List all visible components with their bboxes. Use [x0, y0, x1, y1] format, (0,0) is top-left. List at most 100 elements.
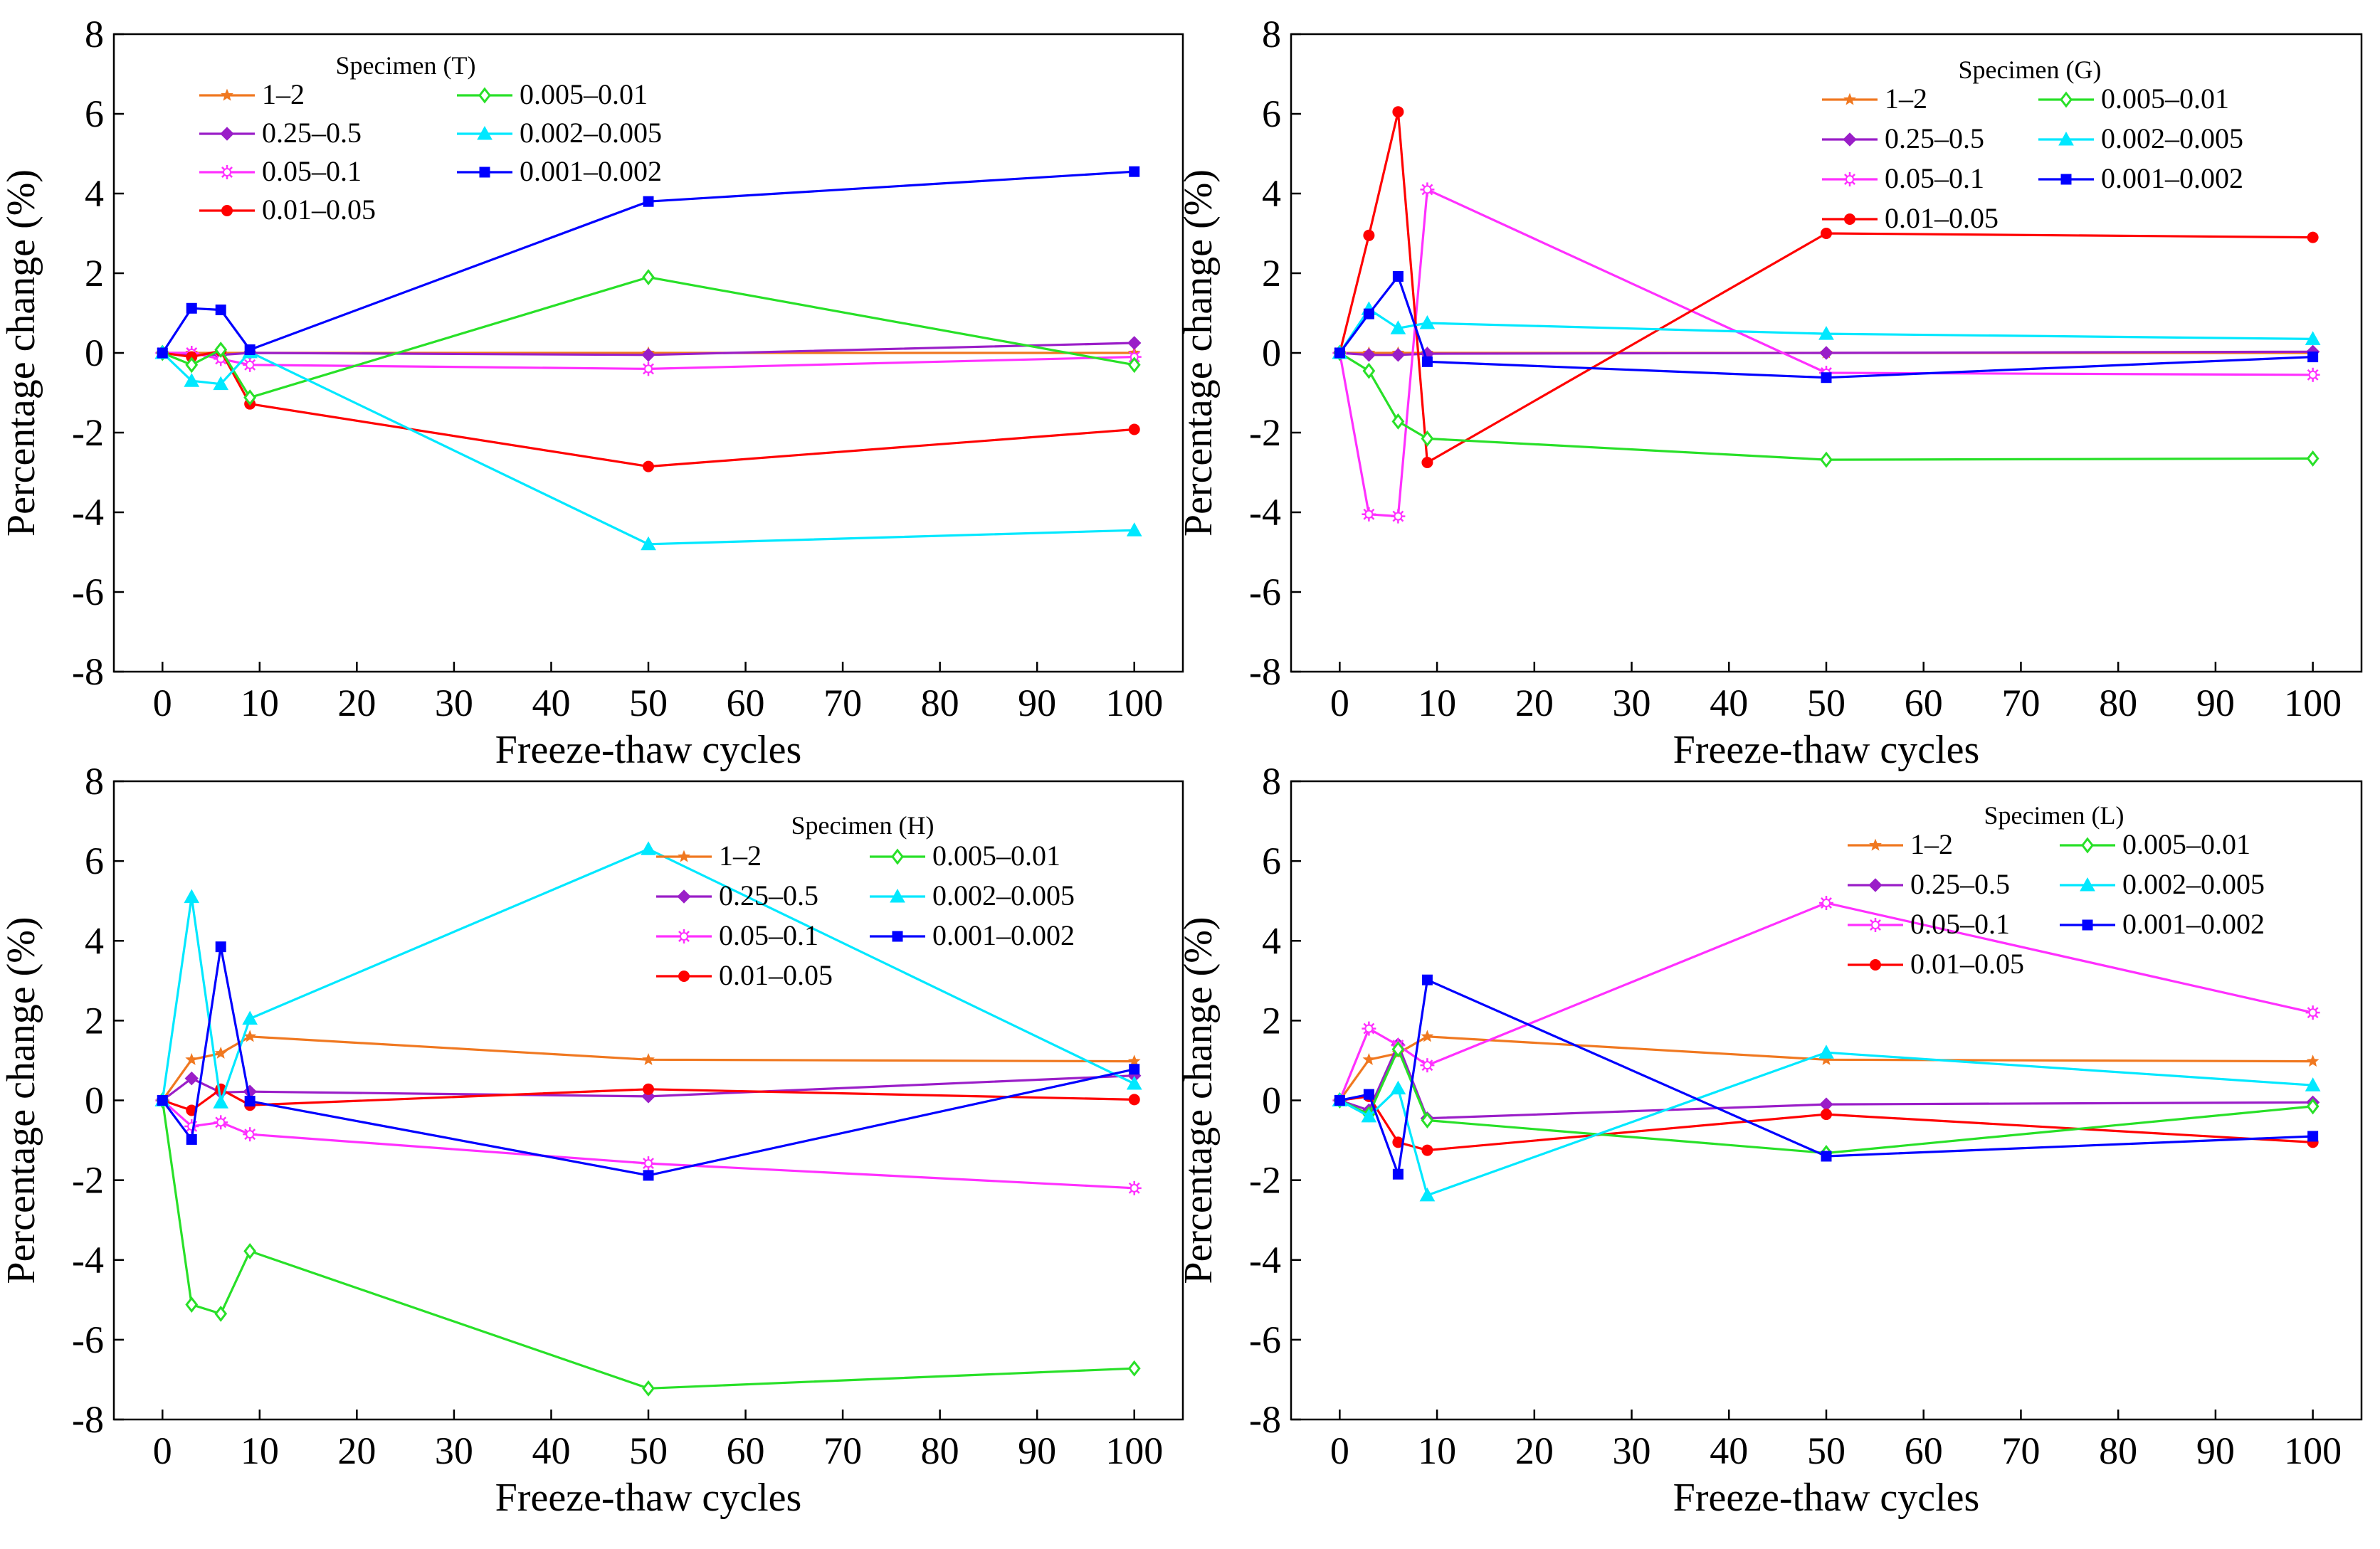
y-tick-label: 0 — [85, 332, 104, 374]
legend-marker-0.005–0.01 — [478, 87, 491, 104]
legend-marker-1–2 — [1843, 92, 1856, 105]
legend-label: 0.001–0.002 — [520, 155, 662, 187]
data-point-0.002–0.005 — [242, 1010, 258, 1025]
data-point-1–2 — [642, 1052, 655, 1065]
legend-label: 0.01–0.05 — [1910, 948, 2024, 980]
x-tick-label: 40 — [1710, 682, 1748, 724]
data-point-0.002–0.005 — [1419, 314, 1436, 329]
y-tick-label: -4 — [72, 491, 104, 534]
data-point-0.001–0.002 — [244, 344, 256, 356]
y-tick-label: 2 — [1262, 252, 1281, 295]
legend-label: 0.25–0.5 — [1885, 122, 1984, 154]
y-tick-label: -8 — [72, 1398, 104, 1441]
data-point-0.002–0.005 — [1361, 1108, 1377, 1123]
y-tick-label: 0 — [1262, 332, 1281, 374]
legend-marker-1–2 — [1869, 838, 1882, 851]
x-tick-label: 10 — [241, 682, 279, 724]
x-tick-label: 90 — [2196, 1429, 2235, 1472]
data-point-0.001–0.002 — [1363, 308, 1374, 319]
y-tick-label: 6 — [1262, 840, 1281, 882]
data-point-0.001–0.002 — [1363, 1089, 1374, 1100]
series-line-0.01–0.05 — [1338, 110, 2313, 464]
legend-label: 0.05–0.1 — [719, 919, 818, 951]
legend-label: 1–2 — [719, 840, 762, 872]
data-point-0.002–0.005 — [184, 889, 200, 904]
y-tick-label: 2 — [1262, 999, 1281, 1042]
data-point-0.01–0.05 — [1128, 423, 1140, 435]
data-point-0.05–0.1 — [1391, 509, 1406, 524]
x-tick-label: 60 — [727, 1429, 765, 1472]
y-tick-label: 4 — [1262, 919, 1281, 962]
y-tick-label: 8 — [85, 760, 104, 803]
data-point-0.001–0.002 — [643, 1170, 654, 1181]
data-point-0.05–0.1 — [641, 361, 655, 376]
legend-label: 0.005–0.01 — [2122, 828, 2250, 860]
data-point-0.05–0.1 — [1127, 1180, 1142, 1195]
data-point-0.005–0.01 — [1820, 451, 1833, 468]
legend-marker-0.005–0.01 — [891, 848, 904, 865]
legend-marker-0.25–0.5 — [220, 127, 234, 141]
data-point-0.002–0.005 — [641, 536, 656, 551]
data-point-0.005–0.01 — [243, 389, 257, 406]
y-tick-label: -4 — [1249, 1239, 1281, 1281]
data-point-0.005–0.01 — [185, 1296, 199, 1313]
legend-label: 0.005–0.01 — [932, 840, 1060, 872]
data-point-0.05–0.1 — [641, 1156, 655, 1171]
data-point-0.01–0.05 — [643, 460, 654, 472]
legend-marker-0.25–0.5 — [677, 889, 691, 904]
legend-label: 0.005–0.01 — [2101, 83, 2229, 115]
series-line-1–2 — [1339, 1035, 2313, 1101]
x-tick-label: 20 — [1515, 682, 1554, 724]
x-tick-label: 80 — [921, 682, 959, 724]
data-point-0.001–0.002 — [1392, 1168, 1404, 1180]
data-point-0.001–0.002 — [186, 1133, 197, 1145]
data-point-0.01–0.05 — [643, 1083, 654, 1095]
x-tick-label: 10 — [1418, 682, 1456, 724]
legend-marker-0.01–0.05 — [1870, 959, 1881, 971]
legend-label: 0.002–0.005 — [2101, 122, 2243, 154]
data-point-0.05–0.1 — [243, 1127, 258, 1142]
data-point-0.05–0.1 — [2305, 367, 2320, 382]
data-point-0.002–0.005 — [2305, 331, 2321, 345]
legend-marker-0.01–0.05 — [678, 971, 690, 982]
data-point-0.005–0.01 — [1127, 1360, 1141, 1377]
data-point-0.001–0.002 — [1821, 372, 1832, 384]
data-point-0.002–0.005 — [1390, 1080, 1406, 1095]
x-tick-label: 60 — [1905, 1429, 1943, 1472]
data-point-0.01–0.05 — [2307, 231, 2319, 243]
legend-marker-0.002–0.005 — [2080, 877, 2095, 892]
legend-label: 0.002–0.005 — [932, 879, 1075, 911]
legend-marker-0.25–0.5 — [1843, 132, 1857, 147]
legend: Specimen (L) 1–2 0.005–0.01 0.25–0.5 0.002–0… — [1848, 801, 2265, 980]
data-point-1–2 — [185, 1052, 199, 1065]
legend-label: 0.01–0.05 — [262, 194, 376, 226]
legend-marker-1–2 — [221, 88, 233, 101]
legend-label: 0.002–0.005 — [520, 117, 662, 149]
legend-marker-0.001–0.002 — [892, 931, 903, 942]
y-tick-label: 4 — [85, 172, 104, 215]
x-tick-label: 60 — [1905, 682, 1943, 724]
legend-label: 0.002–0.005 — [2122, 868, 2265, 900]
data-point-0.005–0.01 — [1391, 413, 1405, 430]
data-point-1–2 — [1362, 1052, 1376, 1065]
y-tick-label: -4 — [72, 1239, 104, 1281]
data-point-0.001–0.002 — [1334, 347, 1345, 359]
legend-marker-0.002–0.005 — [2058, 131, 2074, 146]
y-tick-label: -6 — [72, 571, 104, 613]
data-point-0.001–0.002 — [1821, 1151, 1832, 1162]
x-tick-label: 90 — [1018, 1429, 1056, 1472]
y-tick-label: 8 — [85, 13, 104, 55]
series-line-0.001–0.002 — [162, 946, 1135, 1177]
x-axis-title: Freeze-thaw cycles — [1673, 1476, 1980, 1520]
data-point-0.005–0.01 — [214, 342, 228, 358]
data-point-0.05–0.1 — [243, 357, 258, 372]
data-point-0.005–0.01 — [642, 269, 655, 286]
data-point-0.005–0.01 — [2306, 1098, 2320, 1115]
y-tick-label: 0 — [85, 1079, 104, 1122]
data-point-0.001–0.002 — [244, 1096, 256, 1107]
legend-marker-0.25–0.5 — [1868, 878, 1883, 892]
data-point-0.05–0.1 — [214, 1115, 228, 1130]
series-line-0.005–0.01 — [1339, 1048, 2313, 1155]
